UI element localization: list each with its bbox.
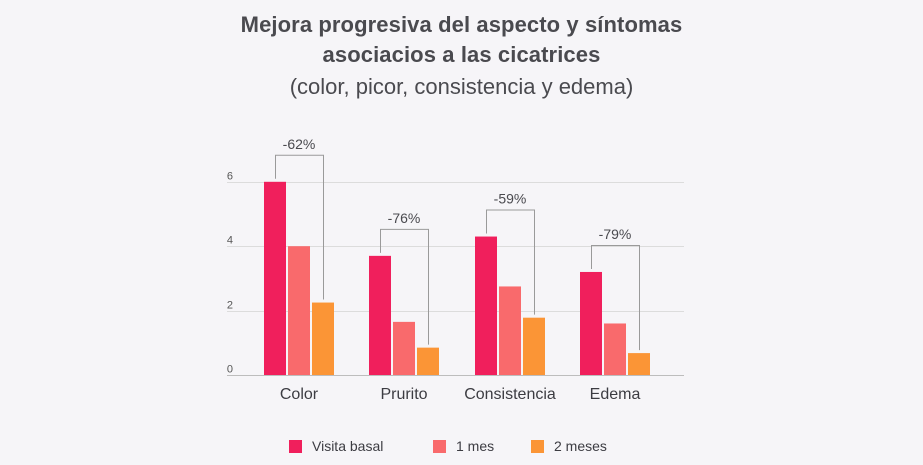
reduction-label-color: -62%	[283, 136, 316, 152]
category-label-edema: Edema	[590, 386, 641, 403]
legend-label-1-mes: 1 mes	[456, 438, 495, 454]
legend-label-2-meses: 2 meses	[554, 438, 607, 454]
bar-consistencia-mes2	[523, 317, 545, 375]
reduction-label-edema: -79%	[599, 226, 632, 242]
y-tick-label-2: 2	[227, 300, 233, 312]
bar-color-mes2	[312, 302, 334, 375]
y-tick-label-4: 4	[227, 235, 233, 247]
bar-color-basal	[264, 181, 286, 375]
legend-label-basal: Visita basal	[312, 438, 384, 454]
bar-edema-mes1	[604, 323, 626, 375]
chart-title-line-1: Mejora progresiva del aspecto y síntomas	[240, 12, 683, 37]
bar-prurito-basal	[369, 255, 391, 375]
y-tick-label-0: 0	[227, 364, 233, 376]
reduction-bracket-edema	[591, 244, 640, 351]
bar-prurito-mes1	[393, 321, 415, 375]
chart-title-block: Mejora progresiva del aspecto y síntomas…	[0, 10, 923, 103]
reduction-bracket-prurito	[380, 228, 429, 345]
reduction-label-prurito: -76%	[388, 210, 421, 226]
chart-legend: Visita basal 1 mes 2 meses	[0, 438, 923, 460]
legend-swatch-basal	[289, 439, 302, 453]
legend-swatch-1-mes	[433, 439, 446, 453]
category-label-color: Color	[280, 386, 319, 403]
legend-item-2-meses: 2 meses	[531, 438, 607, 454]
reduction-label-consistencia: -59%	[494, 191, 527, 207]
bar-consistencia-basal	[475, 236, 497, 375]
bar-color-mes1	[288, 246, 310, 375]
legend-item-basal: Visita basal	[289, 438, 383, 454]
y-tick-label-6: 6	[227, 171, 233, 183]
reduction-bracket-consistencia	[486, 209, 535, 315]
bar-prurito-mes2	[417, 347, 439, 375]
chart-title-line-2: asociacios a las cicatrices	[322, 42, 601, 67]
chart-subtitle: (color, picor, consistencia y edema)	[289, 74, 634, 99]
legend-item-1-mes: 1 mes	[433, 438, 494, 454]
category-label-prurito: Prurito	[380, 386, 427, 403]
bar-edema-basal	[580, 271, 602, 375]
reduction-bracket-color	[275, 154, 324, 300]
legend-swatch-2-meses	[531, 439, 544, 453]
category-label-consistencia: Consistencia	[464, 386, 556, 403]
bar-consistencia-mes1	[499, 286, 521, 375]
bar-edema-mes2	[628, 353, 650, 375]
